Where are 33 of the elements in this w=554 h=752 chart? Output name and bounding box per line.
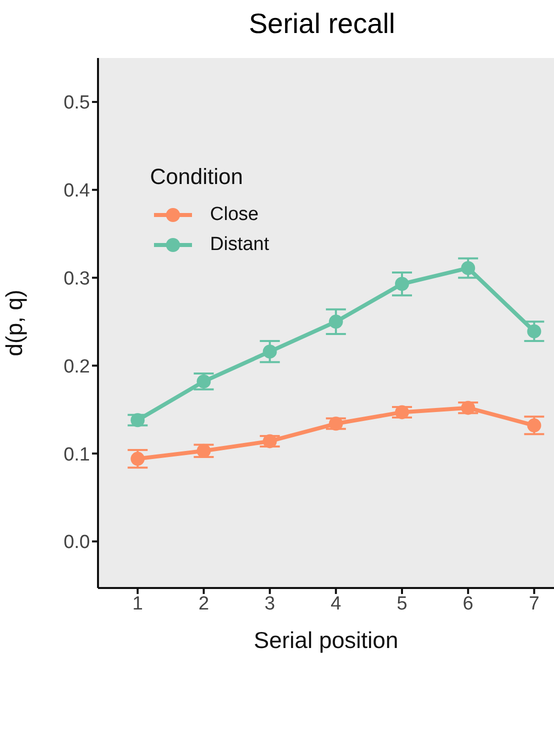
legend-label: Distant [210, 234, 270, 256]
y-tick-label: 0.4 [64, 180, 90, 202]
x-axis-title: Serial position [254, 627, 398, 653]
y-axis-title: d(p, q) [1, 290, 28, 356]
y-tick-label: 0.3 [64, 268, 90, 290]
x-tick-label: 5 [396, 593, 408, 614]
x-tick-label: 6 [462, 593, 474, 614]
point [527, 418, 542, 432]
y-tick-label: 0.2 [64, 356, 90, 378]
x-tick-label: 3 [264, 593, 276, 614]
point [461, 261, 476, 276]
point [461, 400, 476, 415]
x-tick-label: 4 [330, 593, 342, 614]
x-tick-label: 2 [198, 593, 210, 614]
y-tick-label: 0.5 [64, 92, 90, 114]
point [262, 434, 277, 448]
point [196, 374, 211, 388]
point [527, 324, 542, 338]
y-tick-label: 0.1 [64, 444, 90, 466]
x-tick-label: 1 [132, 593, 143, 614]
point [130, 452, 145, 466]
x-tick-label: 7 [528, 593, 540, 614]
chart-title: Serial recall [248, 7, 396, 41]
point [395, 276, 409, 291]
point [328, 314, 343, 329]
point [395, 405, 409, 420]
point [262, 344, 277, 359]
legend-label: Close [210, 204, 259, 226]
point [328, 416, 343, 431]
legend-title: Condition [150, 164, 244, 190]
point [196, 444, 211, 458]
point [130, 413, 145, 428]
y-tick-label: 0.0 [64, 532, 90, 554]
